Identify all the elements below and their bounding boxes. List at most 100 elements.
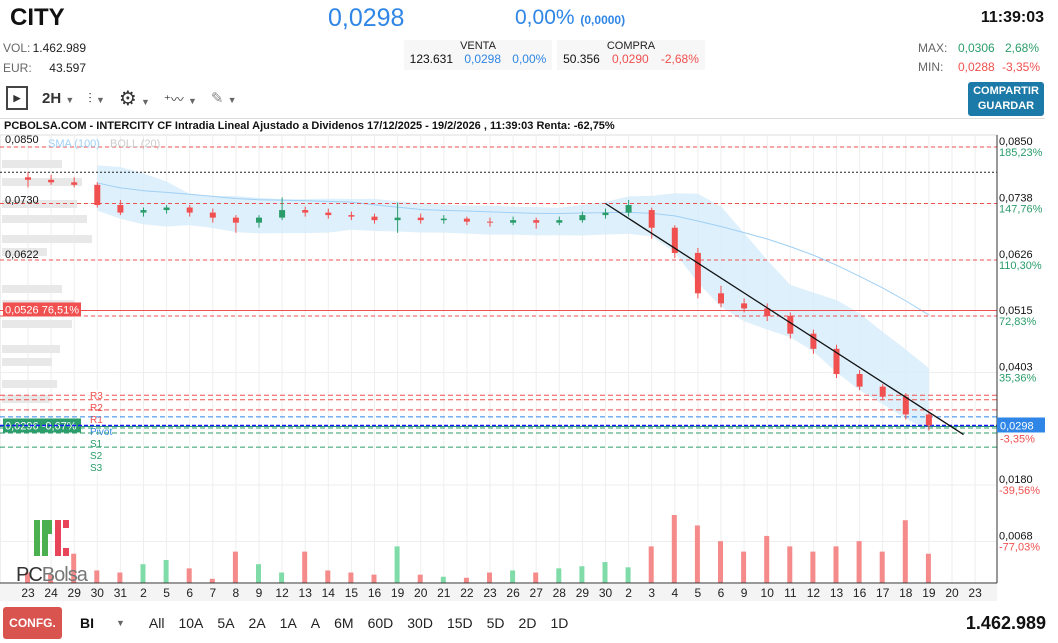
left-price-label: 0,0850 <box>5 134 39 146</box>
divider <box>0 118 1045 119</box>
panel-toggle-icon[interactable]: ▶ <box>6 86 28 110</box>
range-2d[interactable]: 2D <box>518 615 537 631</box>
x-tick-label: 12 <box>807 586 821 600</box>
x-tick-label: 4 <box>671 586 678 600</box>
range-1d[interactable]: 1D <box>550 615 569 631</box>
x-tick-label: 12 <box>275 586 289 600</box>
save-label: GUARDAR <box>977 100 1035 112</box>
volume-profile-bar <box>2 200 77 208</box>
candle-body <box>833 348 840 375</box>
pivot-label: R3 <box>90 391 103 402</box>
drawing-button[interactable]: ✎ ▼ <box>210 90 237 107</box>
x-tick-label: 11 <box>784 586 797 600</box>
x-tick-label: 23 <box>21 586 35 600</box>
x-tick-label: 3 <box>648 586 655 600</box>
candle-body <box>71 182 78 185</box>
volume-bar <box>25 572 30 583</box>
volume-bar <box>256 564 261 583</box>
min-value: 0,0288 <box>958 60 995 74</box>
change-abs: (0,0000) <box>580 13 626 27</box>
pivot-label: R2 <box>90 403 103 414</box>
range-1a[interactable]: 1A <box>279 615 297 631</box>
x-tick-label: 5 <box>695 586 702 600</box>
x-tick-label: 20 <box>414 586 428 600</box>
x-tick-label: 23 <box>968 586 982 600</box>
x-tick-label: 10 <box>761 586 775 600</box>
candle-body <box>787 316 794 334</box>
range-6m[interactable]: 6M <box>334 615 354 631</box>
bollinger-band <box>97 165 929 431</box>
x-tick-label: 16 <box>853 586 867 600</box>
y-tick-pct: 147,76% <box>999 204 1043 216</box>
volume-bar <box>440 576 446 583</box>
change: 0,00% (0,0000) <box>515 6 625 30</box>
left-price-label: 0,0622 <box>5 249 39 261</box>
volume-bar <box>487 572 492 583</box>
vol-label: VOL: <box>3 41 31 55</box>
volume-bar <box>117 572 123 583</box>
x-tick-label: 13 <box>830 586 844 600</box>
volume-bar <box>833 546 839 583</box>
range-60d[interactable]: 60D <box>367 615 394 631</box>
y-tick-label: 0,0738 <box>999 193 1033 205</box>
interval-select[interactable]: 2H ▼ <box>42 89 75 107</box>
candle-body <box>25 177 31 180</box>
svg-text:PCBolsa: PCBolsa <box>16 564 89 586</box>
volume-bar <box>463 577 469 583</box>
compra-label: COMPRA <box>606 40 656 52</box>
chart-type-button[interactable]: ⫶ ▼ <box>88 89 105 106</box>
pivot-label: Pivot <box>90 427 112 438</box>
volume-bar <box>510 570 516 583</box>
candle-body <box>256 217 262 223</box>
indicators-button[interactable]: ⁺〰 ▼ <box>163 91 197 107</box>
volume-bar <box>902 520 908 583</box>
x-tick-label: 27 <box>530 586 544 600</box>
candle-body <box>718 293 724 304</box>
drawing-pencil-icon: ✎ <box>210 90 224 107</box>
mode-caret-icon[interactable]: ▼ <box>116 618 125 628</box>
change-pct: 0,00% <box>515 6 575 29</box>
pivot-label: R1 <box>90 415 103 426</box>
volume-profile-bar <box>2 345 60 353</box>
volume-bar <box>348 572 354 583</box>
volume-bar <box>302 551 308 583</box>
settings-button[interactable]: ⚙ ▼ <box>118 87 150 110</box>
x-tick-label: 14 <box>322 586 336 600</box>
candle-body <box>325 212 332 216</box>
share-save-button[interactable]: COMPARTIR GUARDAR <box>968 82 1044 116</box>
min-label: MIN: <box>918 60 944 74</box>
volume-bar <box>925 553 931 583</box>
candle-body <box>694 252 701 294</box>
last-price-pct: -3,35% <box>1000 433 1035 445</box>
x-tick-label: 13 <box>299 586 313 600</box>
candle-body <box>625 205 632 213</box>
left-price-label: 0,0730 <box>5 195 39 207</box>
range-5a[interactable]: 5A <box>217 615 235 631</box>
candle-body <box>648 210 655 228</box>
candle-body <box>902 396 909 415</box>
volume-bar <box>186 568 192 583</box>
y-tick-pct: 72,83% <box>999 316 1037 328</box>
candle-body <box>48 179 55 183</box>
range-all[interactable]: All <box>148 615 165 631</box>
range-2a[interactable]: 2A <box>248 615 266 631</box>
x-tick-label: 16 <box>368 586 382 600</box>
volume-profile-bar <box>2 285 62 293</box>
range-15d[interactable]: 15D <box>446 615 473 631</box>
volume-profile-bar <box>2 235 92 243</box>
range-10a[interactable]: 10A <box>178 615 204 631</box>
mode-select[interactable]: BI <box>80 615 94 631</box>
x-tick-label: 15 <box>345 586 359 600</box>
range-30d[interactable]: 30D <box>407 615 433 631</box>
reference-label: 0,0526 76,51% <box>5 304 79 316</box>
venta-box: VENTA 123.631 0,0298 0,00% <box>404 40 552 70</box>
range-a[interactable]: A <box>310 615 321 631</box>
pivot-label-bg <box>88 402 106 414</box>
candle-body <box>417 217 424 221</box>
config-button[interactable]: CONFG. <box>3 607 62 639</box>
range-5d[interactable]: 5D <box>486 615 505 631</box>
pivot-label: S2 <box>90 451 103 462</box>
y-tick-label: 0,0850 <box>999 136 1033 148</box>
max-value: 0,0306 <box>958 41 995 55</box>
